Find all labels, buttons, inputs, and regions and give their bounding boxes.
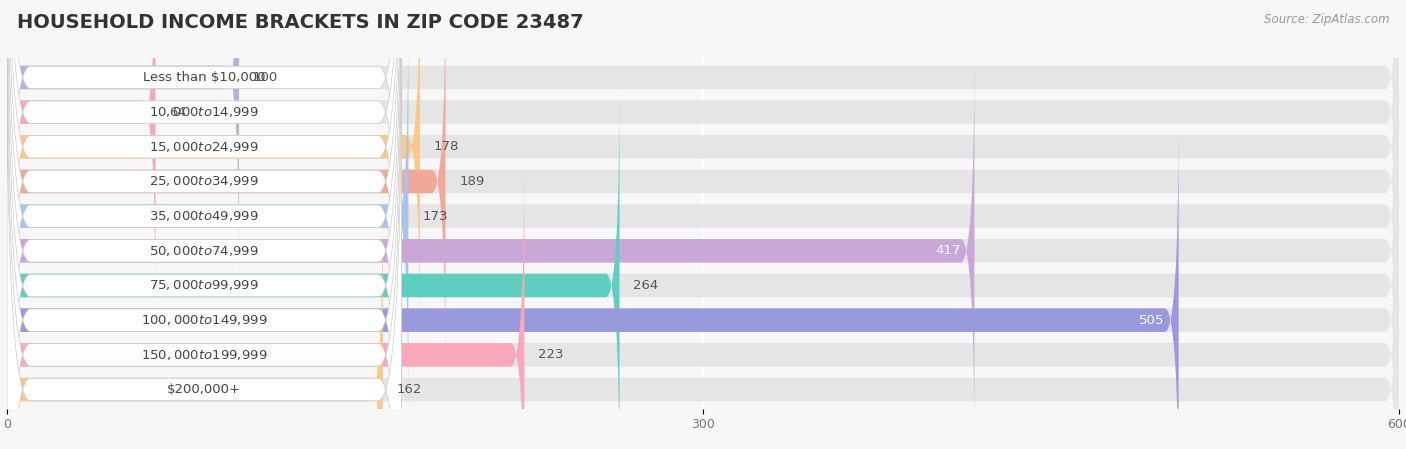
- FancyBboxPatch shape: [7, 0, 1399, 274]
- FancyBboxPatch shape: [3, 199, 1403, 233]
- Text: 64: 64: [170, 106, 186, 119]
- FancyBboxPatch shape: [7, 0, 1399, 378]
- Text: Less than $10,000: Less than $10,000: [143, 71, 266, 84]
- FancyBboxPatch shape: [7, 0, 402, 449]
- FancyBboxPatch shape: [3, 95, 1403, 129]
- FancyBboxPatch shape: [3, 268, 1403, 303]
- FancyBboxPatch shape: [7, 0, 156, 308]
- FancyBboxPatch shape: [7, 0, 420, 343]
- Text: $10,000 to $14,999: $10,000 to $14,999: [149, 105, 259, 119]
- FancyBboxPatch shape: [7, 0, 402, 413]
- FancyBboxPatch shape: [7, 54, 402, 449]
- Text: $35,000 to $49,999: $35,000 to $49,999: [149, 209, 259, 223]
- Text: $200,000+: $200,000+: [167, 383, 242, 396]
- FancyBboxPatch shape: [3, 233, 1403, 268]
- Text: $50,000 to $74,999: $50,000 to $74,999: [149, 244, 259, 258]
- Text: 162: 162: [396, 383, 422, 396]
- FancyBboxPatch shape: [7, 0, 1399, 343]
- Text: 223: 223: [538, 348, 564, 361]
- FancyBboxPatch shape: [7, 20, 1399, 412]
- FancyBboxPatch shape: [7, 0, 446, 378]
- FancyBboxPatch shape: [7, 0, 402, 449]
- FancyBboxPatch shape: [7, 158, 1399, 449]
- Text: 264: 264: [633, 279, 658, 292]
- Text: Source: ZipAtlas.com: Source: ZipAtlas.com: [1264, 13, 1389, 26]
- Text: $150,000 to $199,999: $150,000 to $199,999: [141, 348, 267, 362]
- FancyBboxPatch shape: [7, 0, 402, 449]
- Text: $15,000 to $24,999: $15,000 to $24,999: [149, 140, 259, 154]
- FancyBboxPatch shape: [7, 124, 1399, 449]
- FancyBboxPatch shape: [7, 124, 1178, 449]
- FancyBboxPatch shape: [7, 193, 382, 449]
- FancyBboxPatch shape: [7, 89, 1399, 449]
- FancyBboxPatch shape: [3, 60, 1403, 95]
- Text: $75,000 to $99,999: $75,000 to $99,999: [149, 278, 259, 292]
- FancyBboxPatch shape: [3, 303, 1403, 338]
- FancyBboxPatch shape: [3, 372, 1403, 407]
- FancyBboxPatch shape: [7, 0, 402, 449]
- FancyBboxPatch shape: [7, 55, 974, 447]
- FancyBboxPatch shape: [7, 19, 402, 449]
- FancyBboxPatch shape: [7, 0, 402, 449]
- FancyBboxPatch shape: [7, 193, 1399, 449]
- Text: 100: 100: [253, 71, 278, 84]
- Text: 417: 417: [935, 244, 960, 257]
- Text: 189: 189: [460, 175, 485, 188]
- FancyBboxPatch shape: [7, 89, 620, 449]
- Text: 178: 178: [434, 140, 460, 153]
- FancyBboxPatch shape: [7, 0, 1399, 308]
- FancyBboxPatch shape: [3, 338, 1403, 372]
- FancyBboxPatch shape: [7, 55, 1399, 447]
- FancyBboxPatch shape: [7, 0, 239, 274]
- FancyBboxPatch shape: [7, 0, 402, 448]
- Text: $100,000 to $149,999: $100,000 to $149,999: [141, 313, 267, 327]
- Text: $25,000 to $34,999: $25,000 to $34,999: [149, 175, 259, 189]
- Text: 173: 173: [422, 210, 447, 223]
- FancyBboxPatch shape: [3, 164, 1403, 199]
- FancyBboxPatch shape: [3, 129, 1403, 164]
- Text: HOUSEHOLD INCOME BRACKETS IN ZIP CODE 23487: HOUSEHOLD INCOME BRACKETS IN ZIP CODE 23…: [17, 13, 583, 32]
- FancyBboxPatch shape: [7, 0, 402, 449]
- FancyBboxPatch shape: [7, 158, 524, 449]
- Text: 505: 505: [1139, 314, 1164, 327]
- FancyBboxPatch shape: [7, 20, 408, 412]
